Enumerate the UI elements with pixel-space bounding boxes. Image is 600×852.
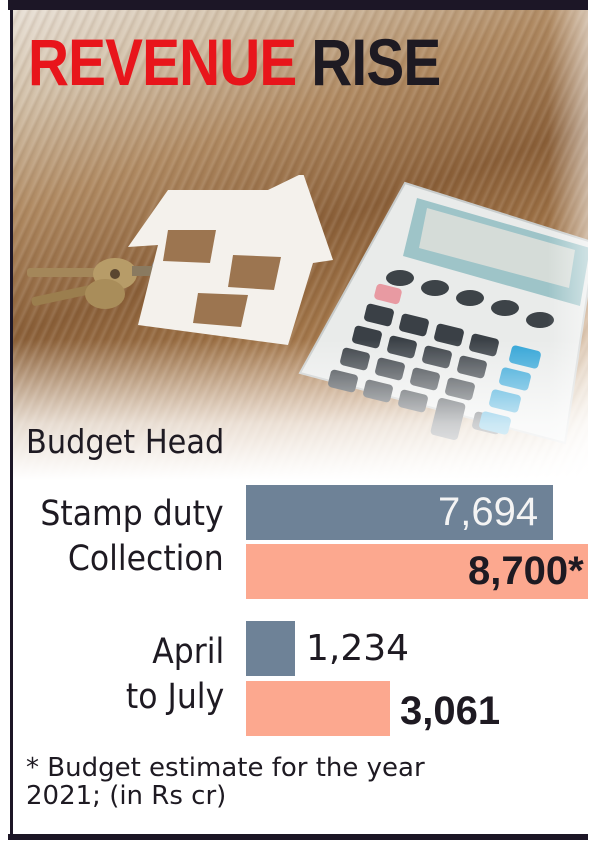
bar-value-stamp-duty-actual: 7,694 bbox=[438, 490, 539, 534]
bar-stamp-duty-actual bbox=[246, 485, 553, 540]
bar-stamp-duty-estimate bbox=[246, 544, 588, 599]
category-label-line1: April bbox=[152, 632, 224, 672]
bar-april-july-estimate bbox=[246, 681, 390, 736]
category-label-stamp-duty: Stamp duty Collection bbox=[41, 492, 224, 582]
title-part-rise: RISE bbox=[311, 25, 441, 99]
footnote-line1: * Budget estimate for the year bbox=[26, 753, 425, 783]
title-part-revenue: REVENUE bbox=[28, 25, 297, 99]
footnote-line2: 2021; (in Rs cr) bbox=[26, 781, 227, 811]
category-label-line2: Collection bbox=[68, 539, 224, 579]
frame-top-border bbox=[8, 0, 588, 10]
bar-value-april-july-actual: 1,234 bbox=[306, 628, 410, 669]
bar-april-july-actual bbox=[246, 621, 295, 676]
background-photo bbox=[13, 10, 588, 480]
category-label-line1: Stamp duty bbox=[40, 494, 224, 534]
chart-title: REVENUE RISE bbox=[28, 22, 441, 102]
photo-fade bbox=[13, 10, 588, 480]
frame-left-border bbox=[10, 0, 13, 840]
frame-bottom-border bbox=[8, 834, 588, 840]
footnote: * Budget estimate for the year 2021; (in… bbox=[26, 754, 425, 810]
category-label-april-july: April to July bbox=[126, 630, 224, 720]
category-label-line2: to July bbox=[125, 677, 224, 717]
bar-value-april-july-estimate: 3,061 bbox=[400, 689, 501, 733]
category-axis-label: Budget Head bbox=[26, 422, 225, 461]
bar-value-stamp-duty-estimate: 8,700* bbox=[468, 549, 584, 593]
